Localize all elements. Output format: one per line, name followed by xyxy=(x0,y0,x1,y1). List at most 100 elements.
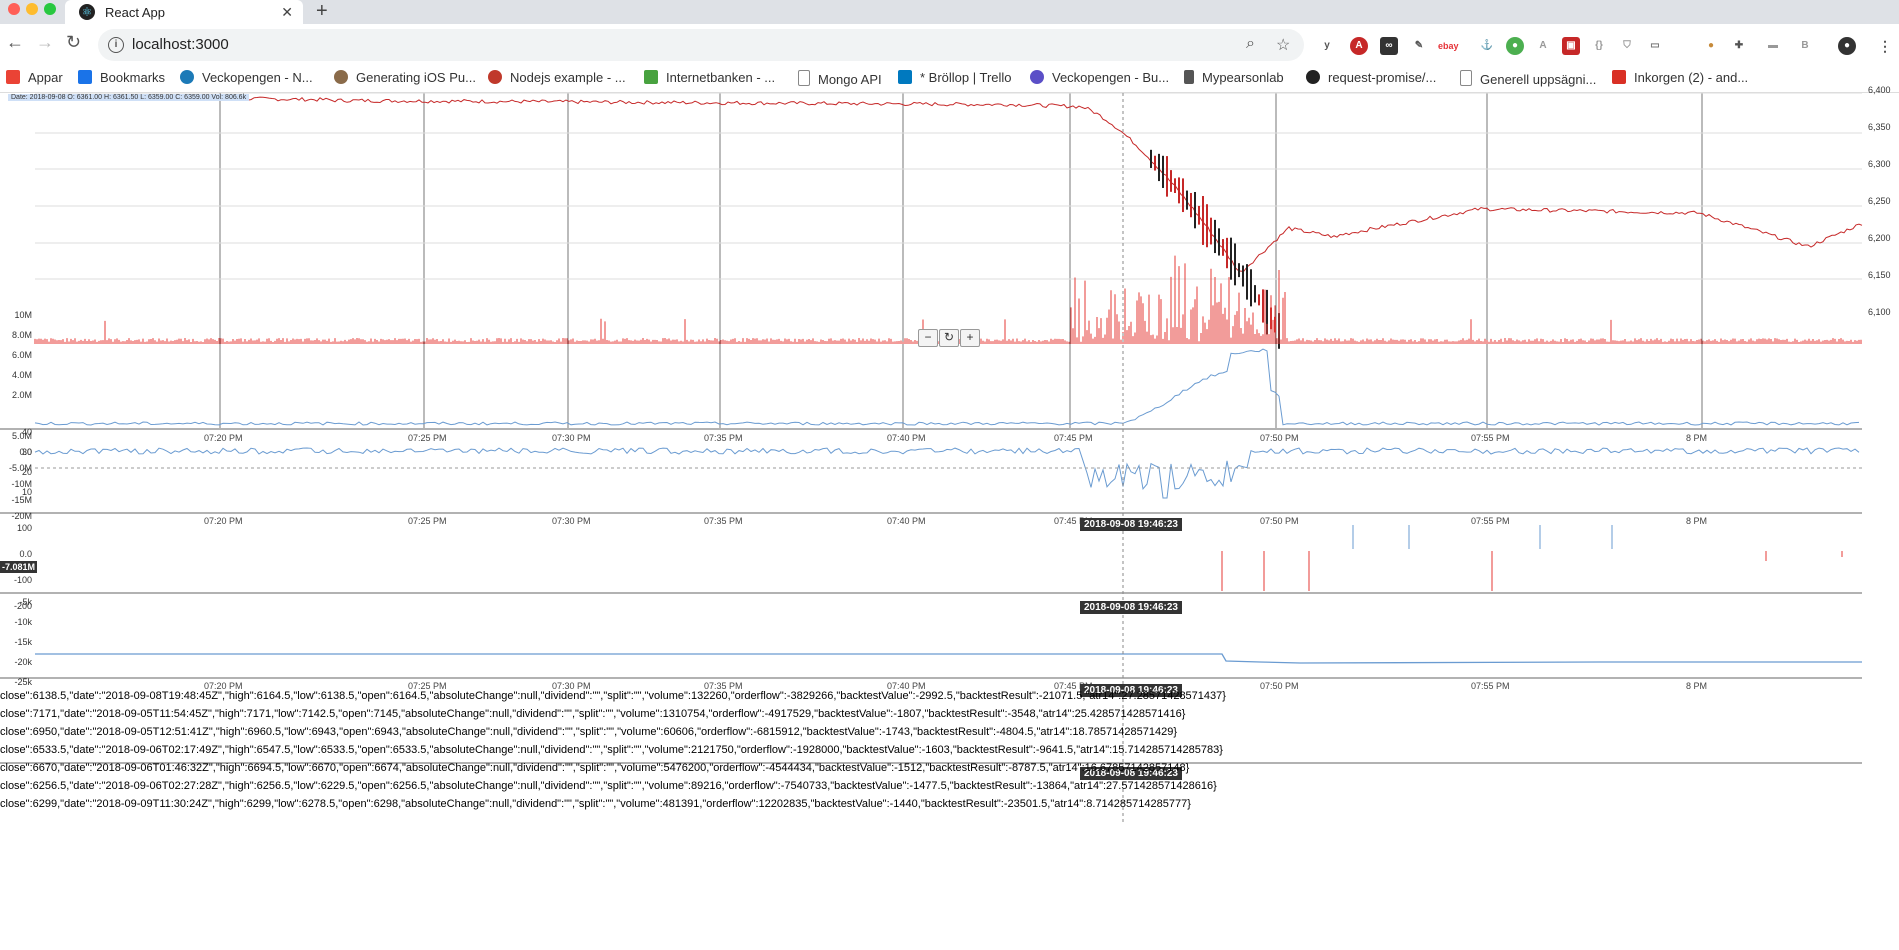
bank-icon xyxy=(644,70,658,84)
time-tick-label: 07:30 PM xyxy=(552,681,591,691)
extension-b-icon[interactable]: B xyxy=(1796,37,1814,55)
new-tab-button[interactable]: + xyxy=(316,0,328,22)
puzzle-icon[interactable]: ✚ xyxy=(1730,37,1748,55)
adblock-icon[interactable]: A xyxy=(1350,37,1368,55)
bookmark-internetbanken[interactable]: Internetbanken - ... xyxy=(644,70,775,85)
price-candle xyxy=(1190,192,1192,218)
extension-pen-icon[interactable]: ✎ xyxy=(1410,37,1428,55)
price-candle xyxy=(1218,228,1220,256)
price-candle xyxy=(1150,149,1152,168)
price-candle xyxy=(1158,153,1160,182)
extension-red-icon[interactable]: ▣ xyxy=(1562,37,1580,55)
time-tick-label: 07:50 PM xyxy=(1260,516,1299,526)
menu-dots-icon[interactable]: ⋮ xyxy=(1876,37,1894,55)
bookmark-veckopengen-bu[interactable]: Veckopengen - Bu... xyxy=(1030,70,1169,85)
price-axis-label: 6,150 xyxy=(1868,270,1891,280)
time-tick-label: 07:40 PM xyxy=(887,433,926,443)
angular-icon[interactable]: A xyxy=(1534,37,1552,55)
ohlc-status: Date: 2018-09-08 O: 6361.00 H: 6361.50 L… xyxy=(8,94,250,101)
result-axis-label: -15k xyxy=(14,637,32,647)
bookmark-nodejs-example[interactable]: Nodejs example - ... xyxy=(488,70,626,85)
time-tick-label: 07:35 PM xyxy=(704,516,743,526)
time-tick-label: 07:45 PM xyxy=(1054,433,1093,443)
close-window-button[interactable] xyxy=(8,3,20,15)
cast-icon[interactable]: ▭ xyxy=(1646,37,1664,55)
bookmark-veckopengen-n[interactable]: Veckopengen - N... xyxy=(180,70,313,85)
forward-icon[interactable]: → xyxy=(36,32,54,52)
time-tick-label: 07:35 PM xyxy=(704,681,743,691)
volume-axis-label: 10M xyxy=(14,310,32,320)
result-axis-label: -25k xyxy=(14,677,32,687)
minimize-window-button[interactable] xyxy=(26,3,38,15)
zoom-out-button[interactable]: − xyxy=(918,329,938,347)
extension-battery-icon[interactable]: ▬ xyxy=(1764,37,1782,55)
price-candle xyxy=(1154,155,1156,171)
price-candle xyxy=(1186,190,1188,210)
github-icon xyxy=(1306,70,1320,84)
cookie-icon[interactable]: ● xyxy=(1702,37,1720,55)
extension-yc-icon[interactable]: y xyxy=(1318,37,1336,55)
price-axis-label: 6,200 xyxy=(1868,233,1891,243)
extension-glasses-icon[interactable]: ∞ xyxy=(1380,37,1398,55)
page-icon xyxy=(798,70,810,86)
orderflow-current-marker: -7.081M xyxy=(0,561,38,573)
page-icon xyxy=(1460,70,1472,86)
time-tick-label: 07:25 PM xyxy=(408,433,447,443)
json-icon[interactable]: {} xyxy=(1590,37,1608,55)
close-tab-icon[interactable]: ✕ xyxy=(281,3,293,20)
price-candle xyxy=(1250,269,1252,307)
address-bar[interactable]: i localhost:3000 ⌕ ☆ xyxy=(98,29,1304,61)
trading-chart[interactable] xyxy=(0,93,1899,823)
time-tick-label: 07:35 PM xyxy=(704,433,743,443)
bookmark-star-icon[interactable]: ☆ xyxy=(1276,37,1291,54)
atr-axis-label: 20 xyxy=(21,467,32,477)
bookmark-trello[interactable]: * Bröllop | Trello xyxy=(898,70,1012,85)
page-icon xyxy=(1184,70,1194,84)
price-candle xyxy=(1266,289,1268,335)
bookmark-bookmarks[interactable]: Bookmarks xyxy=(78,70,165,85)
time-tick-label: 07:55 PM xyxy=(1471,681,1510,691)
maximize-window-button[interactable] xyxy=(44,3,56,15)
veckopengen-icon xyxy=(180,70,194,84)
bookmark-generating-ios[interactable]: Generating iOS Pu... xyxy=(334,70,476,85)
price-candle xyxy=(1166,156,1168,197)
time-tick-label: 07:30 PM xyxy=(552,516,591,526)
atr-axis-label: 30 xyxy=(21,447,32,457)
json-output-line: close":6256.5,"date":"2018-09-06T02:27:2… xyxy=(0,780,1217,792)
backtest-axis-label: -100 xyxy=(13,575,32,585)
browser-tab[interactable]: ⚛ React App ✕ xyxy=(65,0,303,24)
bookmark-inkorgen[interactable]: Inkorgen (2) - and... xyxy=(1612,70,1748,85)
profile-avatar-icon[interactable]: ● xyxy=(1838,37,1856,55)
url-text[interactable]: localhost:3000 xyxy=(132,36,229,53)
bookmark-mongo-api[interactable]: Mongo API xyxy=(798,70,882,87)
bookmark-mypearsonlab[interactable]: Mypearsonlab xyxy=(1184,70,1284,85)
bookmark-request-promise[interactable]: request-promise/... xyxy=(1306,70,1436,85)
price-candle xyxy=(1242,265,1244,287)
back-icon[interactable]: ← xyxy=(6,32,24,52)
extension-shield-icon[interactable]: ⛉ xyxy=(1618,37,1636,55)
bookmark-appar[interactable]: Appar xyxy=(6,70,63,85)
reload-icon[interactable]: ↻ xyxy=(66,32,82,52)
zoom-icon[interactable]: ⌕ xyxy=(1246,35,1255,52)
info-icon[interactable]: i xyxy=(108,37,124,53)
veckopengen-icon xyxy=(1030,70,1044,84)
result-axis-label: -20k xyxy=(14,657,32,667)
time-tick-label: 07:55 PM xyxy=(1471,516,1510,526)
price-candle xyxy=(1162,155,1164,188)
price-axis-label: 6,100 xyxy=(1868,307,1891,317)
ebay-icon[interactable]: ebay xyxy=(1438,37,1459,55)
orderflow-axis-label: -10M xyxy=(11,479,32,489)
extension-ship-icon[interactable]: ⚓ xyxy=(1478,37,1496,55)
volume-axis-label: 2.0M xyxy=(11,390,32,400)
backtest-axis-label: 100 xyxy=(16,523,32,533)
zoom-in-button[interactable]: + xyxy=(960,329,980,347)
time-tick-label: 8 PM xyxy=(1686,433,1708,443)
page-content: Date: 2018-09-08 O: 6361.00 H: 6361.50 L… xyxy=(0,85,1899,950)
bookmark-generell-uppsagning[interactable]: Generell uppsägni... xyxy=(1460,70,1596,87)
reset-zoom-button[interactable]: ↻ xyxy=(939,329,959,347)
json-output-line: close":6533.5,"date":"2018-09-06T02:17:4… xyxy=(0,744,1223,756)
price-candle xyxy=(1214,219,1216,254)
trello-icon xyxy=(898,70,912,84)
extension-color-icon[interactable]: ● xyxy=(1506,37,1524,55)
nodejs-icon xyxy=(488,70,502,84)
